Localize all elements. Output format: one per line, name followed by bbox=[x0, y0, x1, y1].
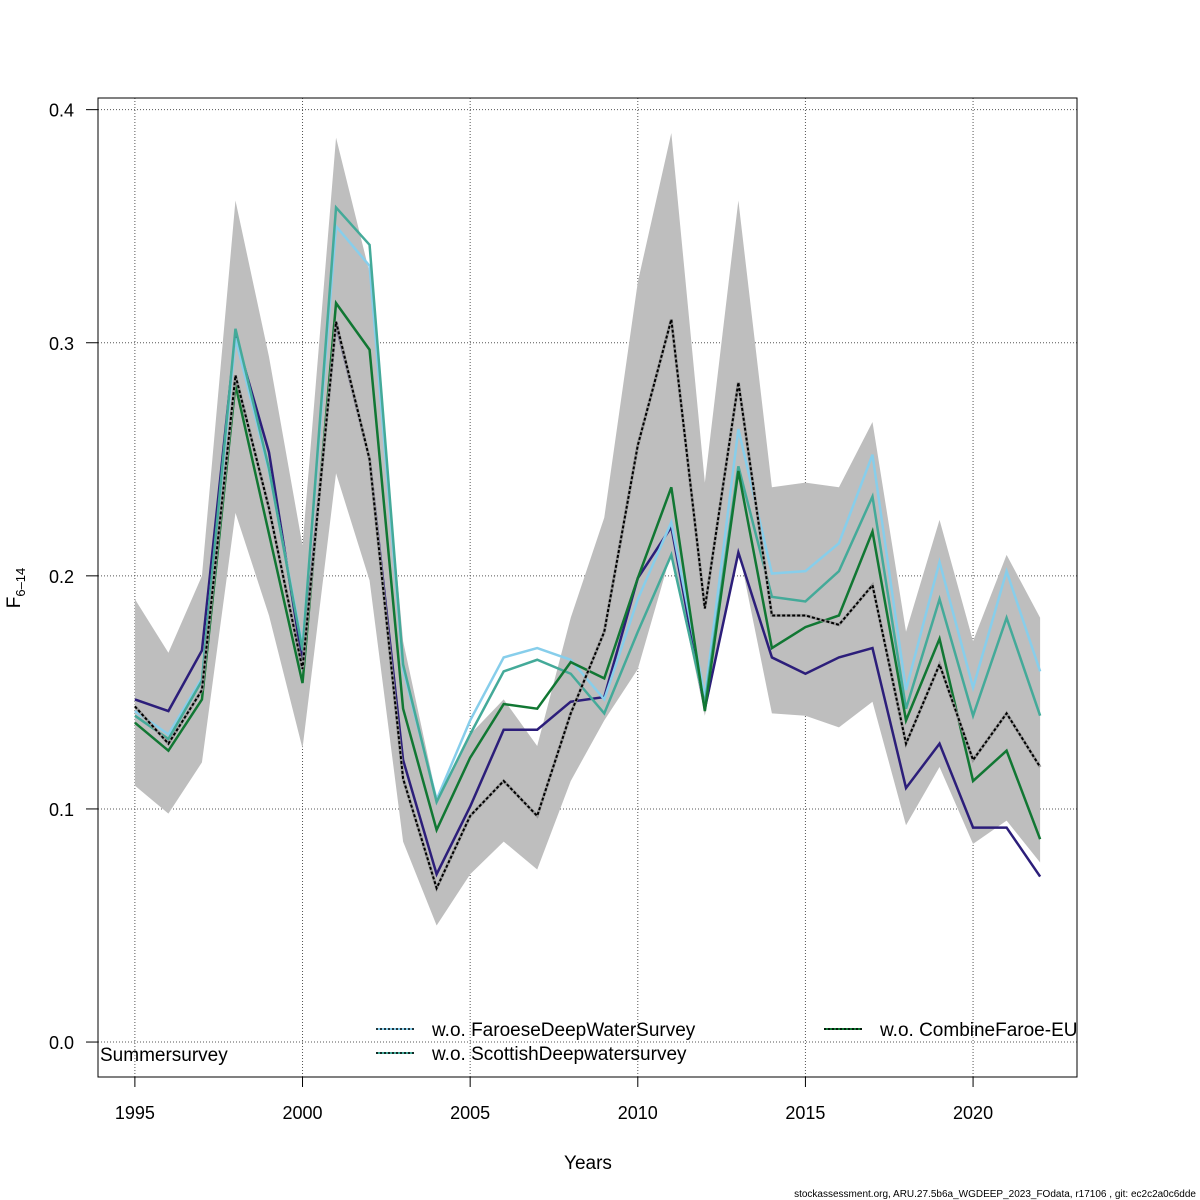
legend: w.o. FaroeseDeepWaterSurvey w.o. Scottis… bbox=[376, 1020, 1077, 1065]
plot-frame bbox=[97, 97, 1078, 1078]
footer-credit: stockassessment.org, ARU.27.5b6a_WGDEEP_… bbox=[794, 1189, 1196, 1200]
y-tick-label-3: 0.3 bbox=[49, 334, 74, 354]
x-tick-label-2005: 2005 bbox=[450, 1103, 490, 1123]
y-axis-title: F6–14 bbox=[4, 568, 28, 609]
series-baseline bbox=[134, 319, 1041, 891]
y-tick-label-2: 0.2 bbox=[49, 567, 74, 587]
x-tick-label-2020: 2020 bbox=[953, 1103, 993, 1123]
legend-entry-faroese: w.o. FaroeseDeepWaterSurvey bbox=[376, 1020, 696, 1041]
x-axis-title: Years bbox=[564, 1153, 612, 1174]
legend-label-scottish: w.o. ScottishDeepwatersurvey bbox=[431, 1044, 687, 1065]
y-tick-label-4: 0.4 bbox=[49, 101, 74, 121]
confidence-band bbox=[134, 132, 1041, 926]
y-axis-title-main: F bbox=[4, 597, 25, 609]
svg-text:F6–14: F6–14 bbox=[4, 568, 28, 609]
legend-label-combine: w.o. CombineFaroe-EU bbox=[879, 1020, 1077, 1041]
y-tick-label-0: 0.0 bbox=[49, 1033, 74, 1053]
legend-entry-scottish: w.o. ScottishDeepwatersurvey bbox=[376, 1044, 687, 1065]
legend-entry-combine: w.o. CombineFaroe-EU bbox=[824, 1020, 1077, 1041]
legend-label-faroese: w.o. FaroeseDeepWaterSurvey bbox=[431, 1020, 696, 1041]
series-layer bbox=[133, 204, 1042, 893]
y-axis: 0.0 0.1 0.2 0.3 0.4 bbox=[49, 101, 98, 1053]
x-tick-label-2010: 2010 bbox=[618, 1103, 658, 1123]
confidence-band-layer bbox=[134, 132, 1041, 926]
annotation-summersurvey: Summersurvey bbox=[100, 1045, 228, 1066]
x-tick-label-2015: 2015 bbox=[785, 1103, 825, 1123]
x-tick-label-1995: 1995 bbox=[115, 1103, 155, 1123]
y-tick-label-1: 0.1 bbox=[49, 800, 74, 820]
series-w-o-scottishdeepwatersurvey bbox=[134, 204, 1042, 806]
x-axis: 1995 2000 2005 2010 2015 2020 bbox=[115, 1077, 993, 1123]
y-axis-title-subscript: 6–14 bbox=[13, 568, 28, 597]
x-tick-label-2000: 2000 bbox=[282, 1103, 322, 1123]
